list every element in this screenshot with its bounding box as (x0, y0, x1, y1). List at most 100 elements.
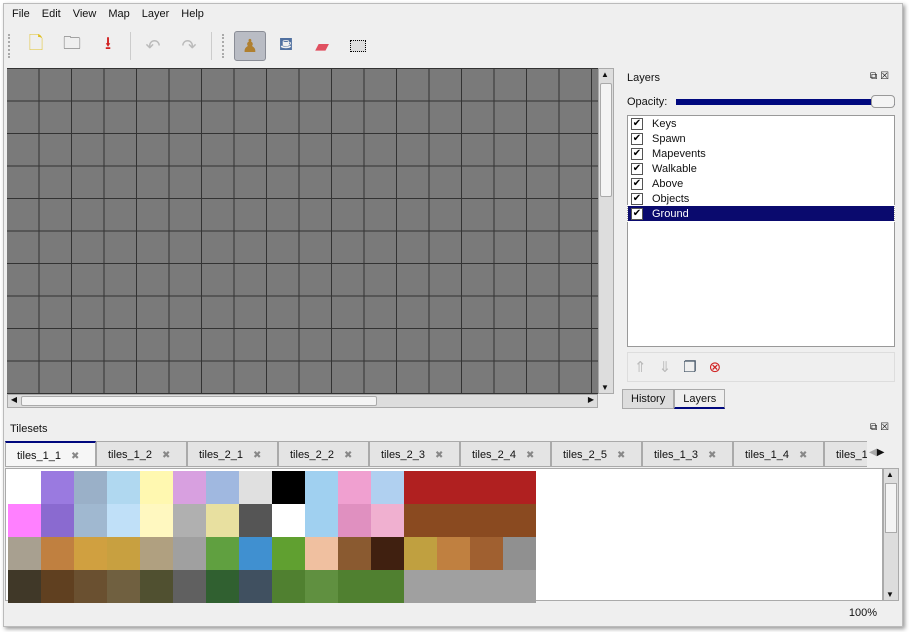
tile[interactable] (338, 570, 371, 603)
visibility-checkbox[interactable]: ✔ (631, 177, 643, 190)
visibility-checkbox[interactable]: ✔ (631, 147, 643, 160)
layer-row[interactable]: ✔ Above (628, 176, 894, 191)
tileset-view[interactable] (5, 468, 883, 603)
close-tab-icon[interactable]: ✖ (708, 450, 717, 461)
close-tab-icon[interactable]: ✖ (253, 450, 262, 461)
tileset-tab[interactable]: tiles_1_4 ✖ (733, 441, 824, 466)
menu-help[interactable]: Help (181, 8, 204, 20)
float-icon[interactable]: ⧉ (870, 71, 881, 82)
tile[interactable] (74, 570, 107, 603)
close-tab-icon[interactable]: ✖ (71, 451, 80, 462)
scroll-thumb[interactable] (21, 396, 377, 406)
scroll-thumb[interactable] (600, 83, 612, 197)
tile[interactable] (206, 504, 239, 537)
tile[interactable] (503, 471, 536, 504)
map-canvas[interactable] (7, 68, 598, 394)
tile[interactable] (239, 570, 272, 603)
tile[interactable] (41, 537, 74, 570)
tile[interactable] (74, 504, 107, 537)
tile[interactable] (272, 537, 305, 570)
scroll-up-icon[interactable]: ▲ (886, 470, 894, 479)
tile[interactable] (140, 537, 173, 570)
tile[interactable] (437, 537, 470, 570)
tile[interactable] (437, 570, 470, 603)
tile[interactable] (404, 504, 437, 537)
remove-layer-icon[interactable]: ⊗ (708, 358, 722, 376)
map-vertical-scrollbar[interactable]: ▲ ▼ (598, 68, 614, 394)
rect-select-icon[interactable] (342, 31, 374, 61)
float-icon[interactable]: ⧉ (870, 422, 881, 433)
toolbar-grip[interactable] (222, 34, 226, 58)
undo-icon[interactable]: ↶ (145, 35, 161, 57)
menu-view[interactable]: View (72, 8, 97, 20)
tileset-tab[interactable]: tiles_2_4 ✖ (460, 441, 551, 466)
tile[interactable] (173, 537, 206, 570)
tile[interactable] (41, 570, 74, 603)
close-tab-icon[interactable]: ✖ (799, 450, 808, 461)
toolbar-grip[interactable] (8, 34, 12, 58)
tileset-tab[interactable]: tiles_1_ (824, 441, 867, 466)
tile[interactable] (107, 537, 140, 570)
tile[interactable] (173, 471, 206, 504)
tile[interactable] (8, 504, 41, 537)
tile[interactable] (338, 504, 371, 537)
tile[interactable] (272, 471, 305, 504)
visibility-checkbox[interactable]: ✔ (631, 207, 643, 220)
layer-row[interactable]: ✔ Mapevents (628, 146, 894, 161)
layer-row[interactable]: ✔ Walkable (628, 161, 894, 176)
scroll-down-icon[interactable]: ▼ (601, 383, 609, 392)
tile[interactable] (437, 504, 470, 537)
tab-scroll-left-icon[interactable]: ◀ (869, 447, 877, 458)
layer-row[interactable]: ✔ Keys (628, 116, 894, 131)
scroll-thumb[interactable] (885, 483, 897, 533)
close-icon[interactable]: ☒ (880, 71, 893, 82)
tile[interactable] (173, 504, 206, 537)
opacity-slider[interactable] (676, 95, 895, 108)
new-file-icon[interactable]: 🗋 (28, 33, 44, 54)
tile[interactable] (206, 537, 239, 570)
tile[interactable] (305, 537, 338, 570)
tile[interactable] (305, 570, 338, 603)
tile[interactable] (8, 537, 41, 570)
tile[interactable] (305, 504, 338, 537)
tile[interactable] (41, 504, 74, 537)
visibility-checkbox[interactable]: ✔ (631, 132, 643, 145)
tile[interactable] (239, 504, 272, 537)
visibility-checkbox[interactable]: ✔ (631, 162, 643, 175)
tile[interactable] (371, 570, 404, 603)
raise-layer-icon[interactable]: ⇑ (634, 358, 647, 376)
tileset-tab[interactable]: tiles_1_1 ✖ (5, 441, 96, 466)
tileset-tab[interactable]: tiles_2_2 ✖ (278, 441, 369, 466)
tile[interactable] (371, 471, 404, 504)
tileset-tab[interactable]: tiles_2_5 ✖ (551, 441, 642, 466)
close-tab-icon[interactable]: ✖ (162, 450, 171, 461)
tile[interactable] (272, 570, 305, 603)
tile[interactable] (272, 504, 305, 537)
tile[interactable] (338, 471, 371, 504)
tile[interactable] (239, 537, 272, 570)
redo-icon[interactable]: ↷ (181, 35, 197, 57)
tile[interactable] (239, 471, 272, 504)
menu-edit[interactable]: Edit (41, 8, 61, 20)
layer-row[interactable]: ✔ Spawn (628, 131, 894, 146)
tile[interactable] (206, 570, 239, 603)
bucket-fill-icon[interactable]: ⛾ (278, 34, 294, 55)
tile[interactable] (140, 504, 173, 537)
tileset-tab[interactable]: tiles_2_1 ✖ (187, 441, 278, 466)
map-horizontal-scrollbar[interactable]: ◀ ▶ (7, 394, 598, 408)
duplicate-layer-icon[interactable]: ❐ (683, 358, 697, 376)
visibility-checkbox[interactable]: ✔ (631, 117, 643, 130)
tile[interactable] (8, 570, 41, 603)
tile[interactable] (338, 537, 371, 570)
tile[interactable] (173, 570, 206, 603)
tab-layers[interactable]: Layers (674, 389, 726, 409)
stamp-brush-icon[interactable]: ♟ (234, 31, 266, 61)
close-tab-icon[interactable]: ✖ (435, 450, 444, 461)
tile[interactable] (107, 504, 140, 537)
slider-handle[interactable] (871, 95, 895, 108)
scroll-up-icon[interactable]: ▲ (601, 70, 609, 79)
tile[interactable] (140, 471, 173, 504)
scroll-down-icon[interactable]: ▼ (886, 590, 894, 599)
close-tab-icon[interactable]: ✖ (526, 450, 535, 461)
tileset-tab[interactable]: tiles_2_3 ✖ (369, 441, 460, 466)
